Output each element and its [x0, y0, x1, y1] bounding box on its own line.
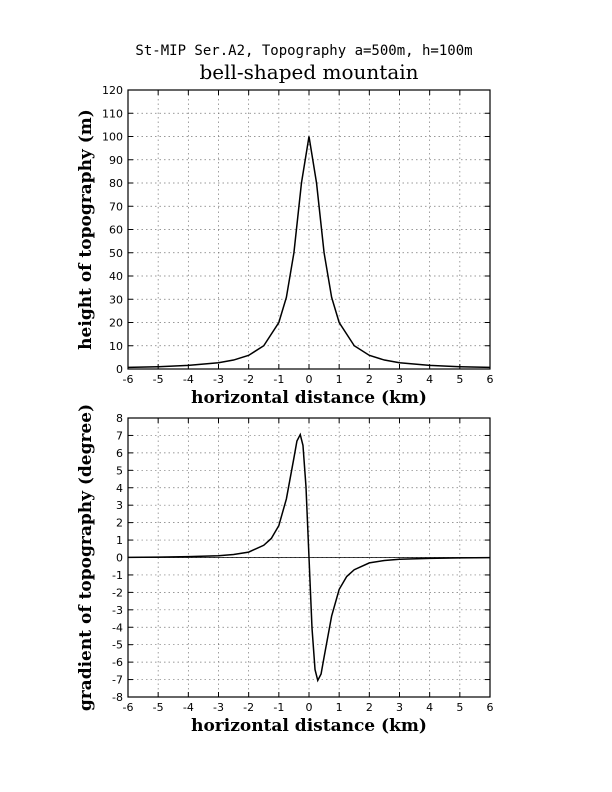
x-tick-label: 0: [306, 701, 313, 714]
x-tick-label: -1: [273, 701, 284, 714]
y-tick-label: 10: [109, 340, 123, 353]
height-plot-xlabel: horizontal distance (km): [191, 388, 427, 408]
x-tick-label: -2: [243, 701, 254, 714]
x-tick-label: 2: [366, 373, 373, 386]
y-tick-label: 0: [116, 363, 123, 376]
x-tick-label: 1: [336, 373, 343, 386]
height-plot-ylabel: height of topography (m): [76, 109, 96, 350]
gradient-plot-ylabel: gradient of topography (degree): [76, 404, 96, 711]
gradient-plot-frame: [127, 417, 491, 698]
x-tick-label: -3: [213, 701, 224, 714]
x-tick-label: 6: [487, 373, 494, 386]
y-tick-label: 1: [116, 534, 123, 547]
y-tick-label: 40: [109, 270, 123, 283]
y-tick-label: 60: [109, 224, 123, 237]
y-tick-label: 50: [109, 247, 123, 260]
height-series-line: [127, 136, 491, 369]
x-tick-label: 4: [426, 701, 433, 714]
gradient-plot-xlabel: horizontal distance (km): [191, 716, 427, 736]
y-tick-label: 2: [116, 517, 123, 530]
y-tick-label: -8: [112, 691, 123, 704]
x-tick-label: 2: [366, 701, 373, 714]
y-tick-label: 3: [116, 499, 123, 512]
gradient-plot: -6 -5 -4 -3 -2 -1 0 1 2 3 4 5 6 -8 -7 -6 -5 -4 -3 -2 -1 0 1 2 3 4…: [76, 404, 494, 736]
gradient-series-line: [127, 432, 491, 683]
y-tick-label: -6: [112, 656, 123, 669]
y-tick-label: 4: [116, 482, 123, 495]
y-tick-label: -4: [112, 621, 123, 634]
y-tick-label: 6: [116, 447, 123, 460]
height-plot-grid: [128, 90, 490, 369]
x-tick-label: 1: [336, 701, 343, 714]
y-tick-label: 120: [102, 84, 123, 97]
height-plot-ticks: -6 -5 -4 -3 -2 -1 0 1 2 3 4 5 6010203040506070809010…: [102, 84, 494, 386]
x-tick-label: -3: [213, 373, 224, 386]
y-tick-label: 100: [102, 131, 123, 144]
y-tick-label: 7: [116, 429, 123, 442]
x-tick-label: -5: [153, 373, 164, 386]
y-tick-label: 70: [109, 200, 123, 213]
y-tick-label: -7: [112, 674, 123, 687]
y-tick-label: -1: [112, 569, 123, 582]
x-tick-label: -5: [153, 701, 164, 714]
y-tick-label: -2: [112, 586, 123, 599]
x-tick-label: -4: [183, 373, 194, 386]
x-tick-label: -1: [273, 373, 284, 386]
x-tick-label: -6: [123, 373, 134, 386]
height-plot-frame: [127, 89, 491, 370]
y-tick-label: 8: [116, 412, 123, 425]
x-tick-label: -6: [123, 701, 134, 714]
y-tick-label: -3: [112, 604, 123, 617]
x-tick-label: 4: [426, 373, 433, 386]
gradient-plot-ticks: -6 -5 -4 -3 -2 -1 0 1 2 3 4 5 6 -8 -7 -6 -5 -4 -3 -2 -1 0 1 2 3 4…: [112, 412, 493, 714]
height-plot: -6 -5 -4 -3 -2 -1 0 1 2 3 4 5 6010203040506070809010…: [76, 84, 494, 408]
x-tick-label: 6: [487, 701, 494, 714]
y-tick-label: 30: [109, 293, 123, 306]
y-tick-label: 90: [109, 154, 123, 167]
x-tick-label: 3: [396, 701, 403, 714]
y-tick-label: -5: [112, 639, 123, 652]
y-tick-label: 20: [109, 317, 123, 330]
x-tick-label: 5: [456, 701, 463, 714]
x-tick-label: 0: [306, 373, 313, 386]
x-tick-label: -2: [243, 373, 254, 386]
x-tick-label: 5: [456, 373, 463, 386]
x-tick-label: 3: [396, 373, 403, 386]
chart-title: bell-shaped mountain: [199, 60, 418, 84]
x-tick-label: -4: [183, 701, 194, 714]
y-tick-label: 110: [102, 107, 123, 120]
y-tick-label: 0: [116, 552, 123, 565]
figure-supertitle: St-MIP Ser.A2, Topography a=500m, h=100m: [135, 43, 472, 59]
y-tick-label: 5: [116, 464, 123, 477]
y-tick-label: 80: [109, 177, 123, 190]
